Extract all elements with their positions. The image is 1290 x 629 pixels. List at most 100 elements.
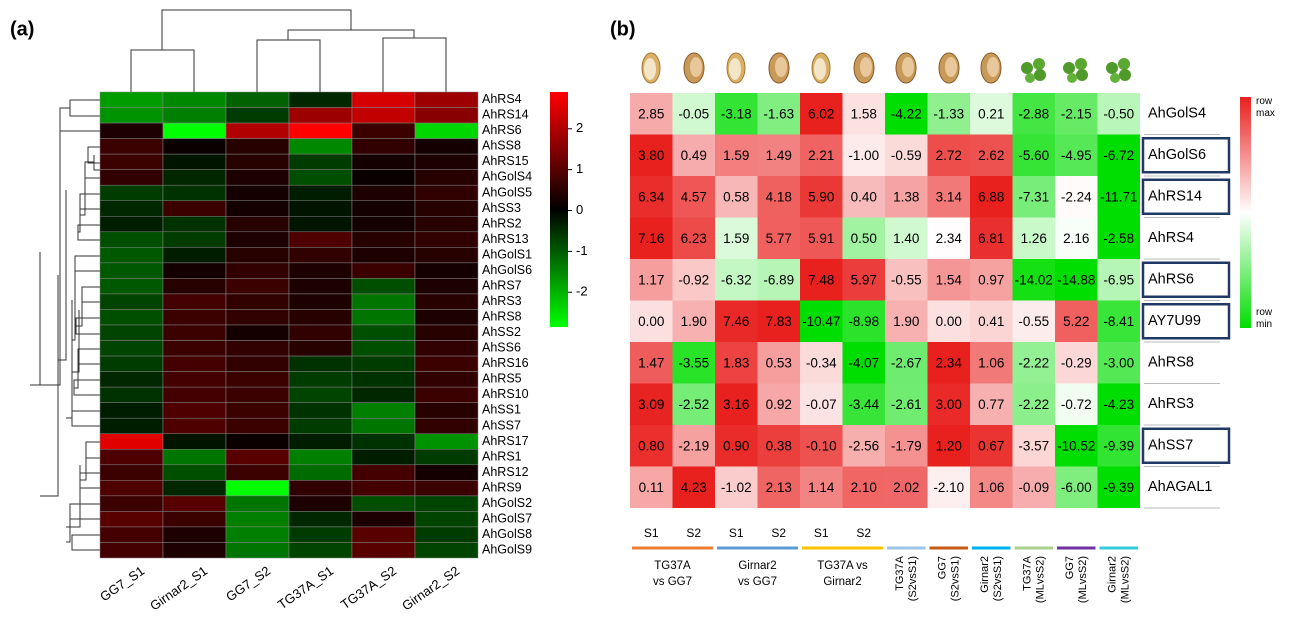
heat-cell [100, 449, 163, 465]
cell-value: 5.91 [808, 231, 834, 246]
heat-cell [163, 309, 226, 325]
heat-cell [415, 232, 478, 248]
heat-cell [352, 216, 415, 232]
heat-cell [163, 434, 226, 450]
group-label: Girnar2 [738, 560, 776, 572]
row-label: AhRS4 [482, 92, 522, 106]
colorbar-tick-label: 1 [576, 161, 583, 176]
heat-cell [289, 139, 352, 155]
group-label: (MLvsS2) [1120, 556, 1132, 603]
cell-value: -2.24 [1061, 189, 1092, 204]
heat-cell [226, 154, 289, 170]
cell-value: -1.00 [848, 148, 879, 163]
heat-cell [415, 294, 478, 310]
heat-cell [100, 480, 163, 496]
heat-cell [100, 418, 163, 434]
cell-value: 4.23 [681, 480, 707, 495]
heat-cell [289, 108, 352, 124]
row-label: AhRS14 [482, 108, 529, 122]
heat-cell [163, 201, 226, 217]
heat-cell [352, 309, 415, 325]
group-label: Girnar2 [823, 576, 861, 588]
column-label: Girnar2_S2 [399, 563, 462, 613]
heat-cell [352, 527, 415, 543]
cell-value: 0.00 [638, 314, 664, 329]
heat-cell [352, 154, 415, 170]
heat-cell [415, 496, 478, 512]
heat-cell [352, 496, 415, 512]
heat-cell [226, 465, 289, 481]
heat-cell [226, 123, 289, 139]
row-label: AhGolS1 [482, 247, 532, 261]
cell-value: 2.13 [766, 480, 792, 495]
cell-value: 2.34 [936, 231, 963, 246]
row-label: AhRS16 [482, 356, 529, 370]
heat-cell [289, 294, 352, 310]
heat-cell [100, 92, 163, 108]
cell-value: 5.97 [851, 272, 877, 287]
heat-cell [352, 449, 415, 465]
heat-cell [352, 465, 415, 481]
row-label: AhGolS9 [482, 543, 532, 557]
row-label: AhRS10 [482, 387, 529, 401]
heat-cell [415, 418, 478, 434]
heat-cell [352, 325, 415, 341]
heat-cell [163, 403, 226, 419]
group-label: TG37A [1022, 555, 1034, 591]
row-label: AhRS13 [482, 232, 529, 246]
heat-cell [289, 418, 352, 434]
heat-cell [289, 434, 352, 450]
cell-value: 1.90 [681, 314, 707, 329]
heat-cell [289, 403, 352, 419]
heat-cell [163, 294, 226, 310]
cell-value: -1.02 [721, 480, 752, 495]
cell-value: 2.16 [1063, 231, 1089, 246]
column-label: S2 [771, 526, 786, 540]
heat-cell [100, 372, 163, 388]
heat-cell [352, 278, 415, 294]
heat-cell [163, 418, 226, 434]
heat-cell [289, 263, 352, 279]
cell-value: -2.88 [1018, 106, 1049, 121]
heat-cell [226, 201, 289, 217]
cell-value: 6.34 [638, 189, 665, 204]
cell-value: 1.59 [723, 148, 749, 163]
row-label: AhRS4 [1148, 230, 1194, 246]
cell-value: -2.10 [933, 480, 964, 495]
heat-cell [163, 232, 226, 248]
colorbar-tick-label: 2 [576, 120, 583, 135]
cell-value: 1.06 [978, 480, 1004, 495]
heat-cell [163, 154, 226, 170]
group-label: (S2vsS1) [992, 556, 1004, 601]
heat-cell [415, 278, 478, 294]
row-label: AhRS6 [482, 123, 522, 137]
column-label: S1 [644, 526, 659, 540]
row-label: AhGolS8 [482, 527, 532, 541]
cell-value: -0.29 [1061, 355, 1092, 370]
heat-cell [226, 372, 289, 388]
heat-cell [163, 449, 226, 465]
row-label: AhRS7 [482, 278, 522, 292]
cell-value: 0.97 [978, 272, 1004, 287]
heat-cell [289, 216, 352, 232]
cell-value: -2.22 [1018, 397, 1049, 412]
cell-value: -2.19 [678, 438, 709, 453]
row-label: AhRS3 [482, 294, 522, 308]
row-label: AhSS2 [482, 325, 521, 339]
heat-cell [289, 170, 352, 186]
heat-cell [163, 247, 226, 263]
heat-cell [352, 294, 415, 310]
heat-cell [415, 123, 478, 139]
cell-value: -10.52 [1057, 438, 1095, 453]
row-label: AhRS14 [1148, 189, 1202, 205]
group-label: Girnar2 [1107, 556, 1119, 593]
colorbar-tick-label: -1 [576, 243, 588, 258]
heat-cell [163, 496, 226, 512]
column-label: Girnar2_S1 [147, 563, 210, 613]
cell-value: 1.49 [766, 148, 792, 163]
cell-value: 1.58 [851, 106, 877, 121]
cell-value: -3.00 [1103, 355, 1134, 370]
cell-value: 0.90 [723, 438, 749, 453]
heat-cell [415, 434, 478, 450]
heat-cell [226, 480, 289, 496]
